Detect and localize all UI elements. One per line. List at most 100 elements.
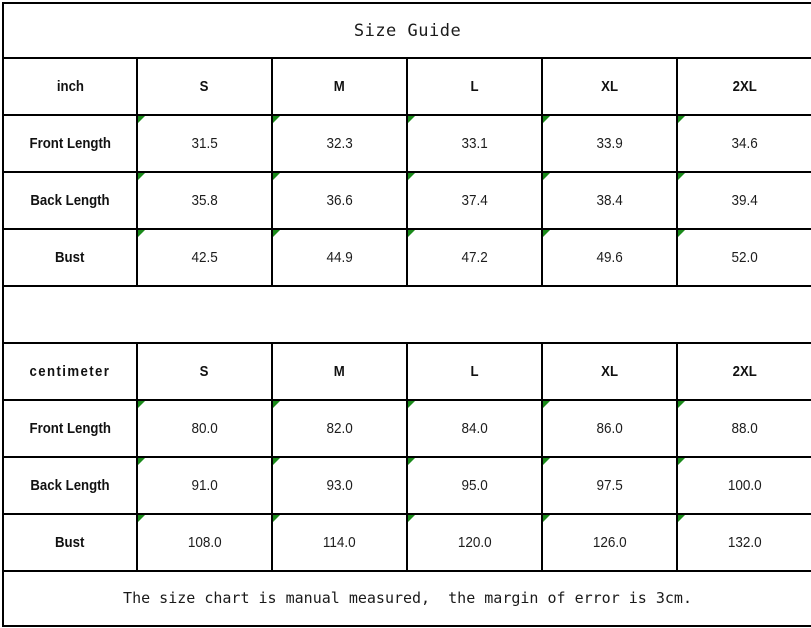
corner-marker-icon — [678, 230, 685, 237]
cell-value: 120.0 — [457, 533, 492, 551]
data-cell: 47.2 — [406, 228, 543, 287]
data-cell: 44.9 — [271, 228, 408, 287]
corner-marker-icon — [408, 401, 415, 408]
cell-value: 37.4 — [461, 191, 488, 209]
cell-value: 93.0 — [326, 476, 353, 494]
inch-size-header-2xl: 2XL — [675, 57, 811, 116]
measurement-label: Bust — [55, 533, 85, 551]
data-cell: 132.0 — [675, 513, 811, 572]
data-cell: 33.9 — [541, 114, 678, 173]
disclaimer-text: The size chart is manual measured, the m… — [123, 589, 692, 607]
size-label: M — [334, 77, 345, 95]
cell-value: 97.5 — [596, 476, 623, 494]
centimeter-unit-label: centimeter — [29, 362, 111, 380]
data-cell: 97.5 — [541, 456, 678, 515]
inch-unit-label: inch — [56, 77, 84, 95]
corner-marker-icon — [543, 230, 550, 237]
corner-marker-icon — [273, 173, 280, 180]
corner-marker-icon — [273, 401, 280, 408]
centimeter-size-header-m: M — [271, 342, 408, 401]
size-label: 2XL — [732, 77, 757, 95]
cell-value: 86.0 — [596, 419, 623, 437]
cell-value: 100.0 — [727, 476, 762, 494]
cell-value: 32.3 — [326, 134, 353, 152]
data-cell: 38.4 — [541, 171, 678, 230]
measurement-label: Bust — [55, 248, 85, 266]
corner-marker-icon — [543, 401, 550, 408]
table-row: Front Length 31.5 32.3 33.1 33.9 — [2, 114, 811, 173]
table-separator-cell — [1, 285, 811, 344]
cell-value: 126.0 — [592, 533, 627, 551]
data-cell: 36.6 — [271, 171, 408, 230]
data-cell: 52.0 — [675, 228, 811, 287]
centimeter-size-header-2xl: 2XL — [675, 342, 811, 401]
corner-marker-icon — [678, 458, 685, 465]
data-cell: 32.3 — [271, 114, 408, 173]
data-cell: 49.6 — [541, 228, 678, 287]
inch-unit-header-cell: inch — [2, 57, 138, 116]
corner-marker-icon — [138, 401, 145, 408]
corner-marker-icon — [138, 515, 145, 522]
data-cell: 33.1 — [406, 114, 543, 173]
footer-cell: The size chart is manual measured, the m… — [1, 570, 811, 627]
corner-marker-icon — [138, 230, 145, 237]
cell-value: 42.5 — [191, 248, 218, 266]
cell-value: 34.6 — [731, 134, 758, 152]
data-cell: 114.0 — [271, 513, 408, 572]
corner-marker-icon — [273, 116, 280, 123]
size-label: L — [470, 362, 479, 380]
inch-size-header-l: L — [406, 57, 543, 116]
measurement-label: Front Length — [29, 419, 111, 437]
corner-marker-icon — [543, 173, 550, 180]
table-row: Back Length 35.8 36.6 37.4 38.4 — [2, 171, 811, 230]
cell-value: 80.0 — [191, 419, 218, 437]
cell-value: 33.1 — [461, 134, 488, 152]
cell-value: 108.0 — [187, 533, 222, 551]
cell-value: 91.0 — [191, 476, 218, 494]
table-row: Back Length 91.0 93.0 95.0 97.5 — [2, 456, 811, 515]
cell-value: 33.9 — [596, 134, 623, 152]
inch-size-header-xl: XL — [541, 57, 678, 116]
inch-size-header-m: M — [271, 57, 408, 116]
inch-header-row: inch S M L XL 2XL — [2, 57, 811, 116]
corner-marker-icon — [408, 230, 415, 237]
cell-value: 39.4 — [731, 191, 758, 209]
corner-marker-icon — [138, 116, 145, 123]
row-label-cell: Bust — [2, 228, 138, 287]
row-label-cell: Front Length — [2, 399, 138, 458]
data-cell: 82.0 — [271, 399, 408, 458]
data-cell: 39.4 — [675, 171, 811, 230]
data-cell: 93.0 — [271, 456, 408, 515]
row-label-cell: Back Length — [2, 171, 138, 230]
corner-marker-icon — [678, 116, 685, 123]
table-row: Front Length 80.0 82.0 84.0 86.0 — [2, 399, 811, 458]
data-cell: 35.8 — [136, 171, 273, 230]
data-cell: 34.6 — [675, 114, 811, 173]
cell-value: 52.0 — [731, 248, 758, 266]
cell-value: 36.6 — [326, 191, 353, 209]
size-label: XL — [601, 77, 618, 95]
data-cell: 42.5 — [136, 228, 273, 287]
corner-marker-icon — [678, 401, 685, 408]
size-label: L — [470, 77, 479, 95]
data-cell: 126.0 — [541, 513, 678, 572]
cell-value: 114.0 — [323, 533, 356, 551]
centimeter-size-header-xl: XL — [541, 342, 678, 401]
corner-marker-icon — [273, 230, 280, 237]
size-label: XL — [601, 362, 618, 380]
size-label: M — [334, 362, 345, 380]
table-row: Bust 108.0 114.0 120.0 126.0 — [2, 513, 811, 572]
data-cell: 100.0 — [675, 456, 811, 515]
cell-value: 95.0 — [461, 476, 488, 494]
title-cell: Size Guide — [1, 2, 811, 59]
cell-value: 82.0 — [326, 419, 353, 437]
data-cell: 88.0 — [675, 399, 811, 458]
cell-value: 84.0 — [461, 419, 488, 437]
data-cell: 80.0 — [136, 399, 273, 458]
row-label-cell: Back Length — [2, 456, 138, 515]
size-label: S — [200, 77, 209, 95]
corner-marker-icon — [138, 173, 145, 180]
size-label: S — [200, 362, 209, 380]
centimeter-unit-header-cell: centimeter — [2, 342, 138, 401]
